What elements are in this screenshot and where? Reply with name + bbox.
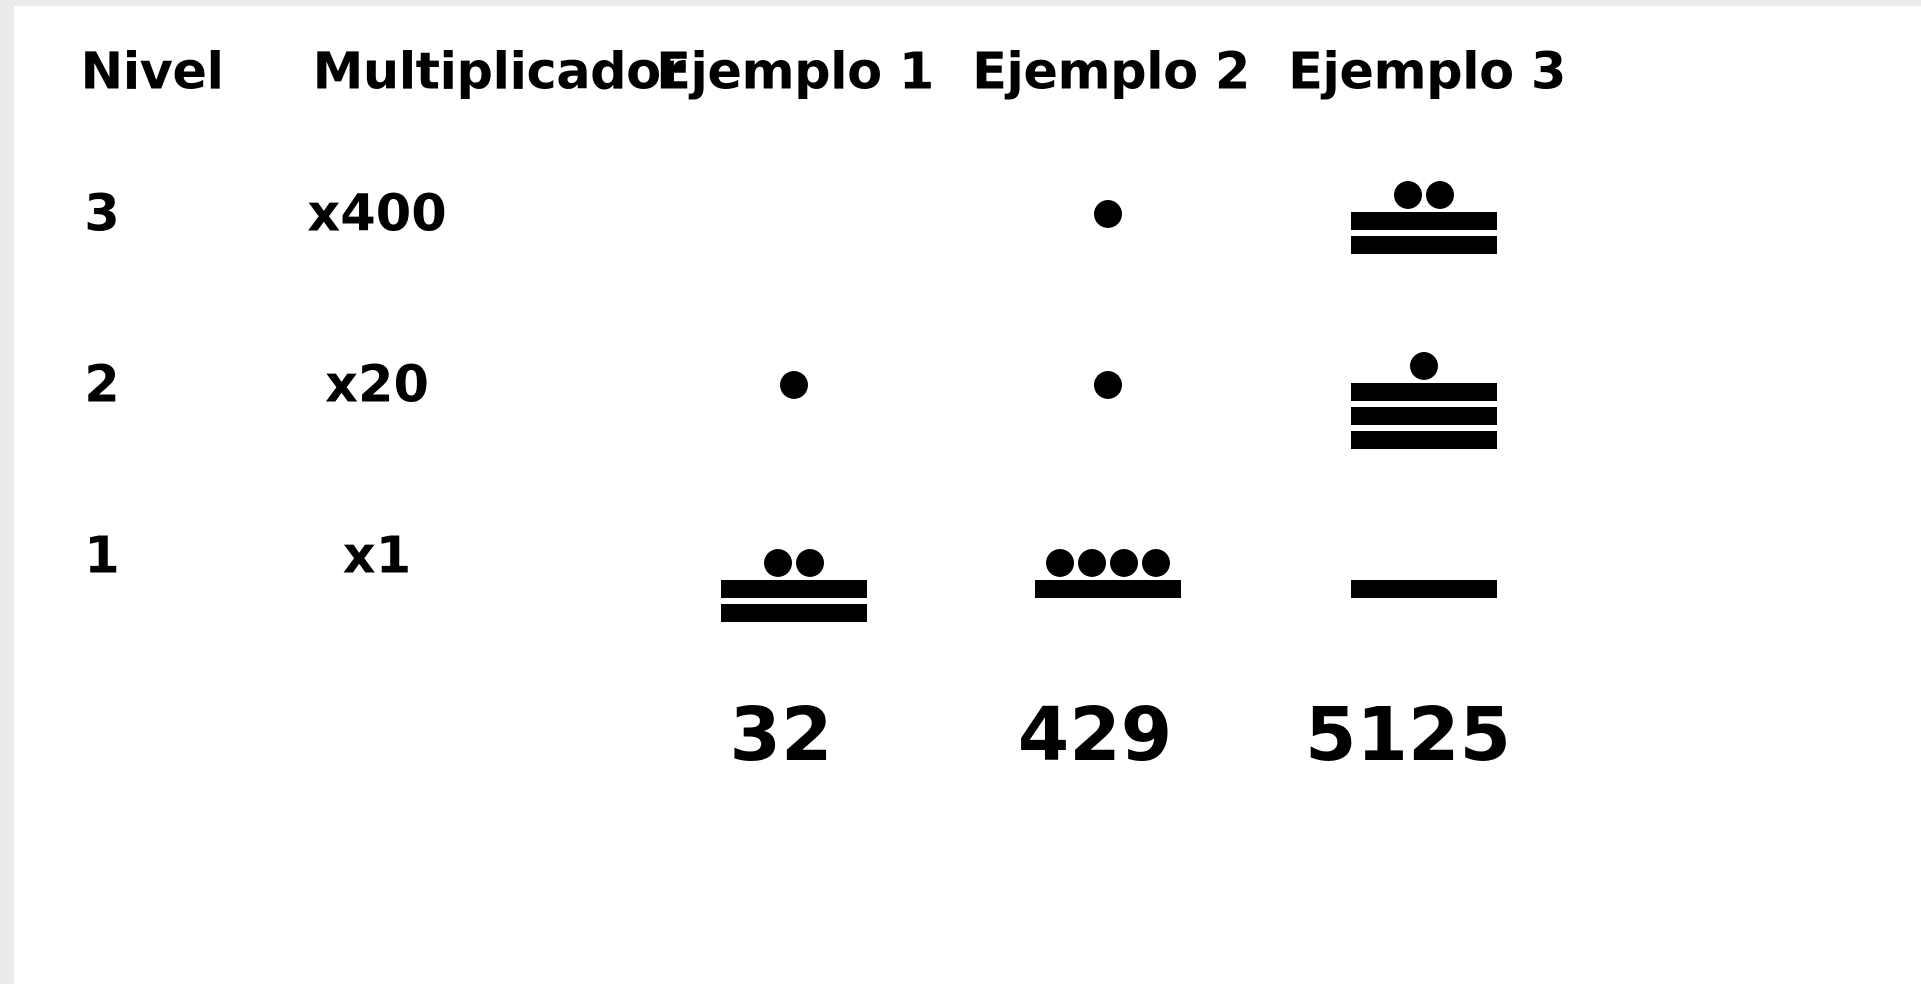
numeral-bar (721, 604, 867, 622)
numeral-bar (1351, 580, 1497, 598)
numeral-dot (780, 371, 808, 399)
header-multiplier: Multiplicador (312, 42, 686, 102)
numeral-dot (1142, 549, 1170, 577)
maya-numeral-table: Nivel Multiplicador Ejemplo 1 Ejemplo 2 … (14, 6, 1921, 984)
numeral-dot (1410, 352, 1438, 380)
numeral-bar (1351, 431, 1497, 449)
example-total: 429 (1017, 692, 1173, 778)
numeral-bar (1351, 383, 1497, 401)
level-value: 2 (84, 355, 120, 415)
numeral-dot (764, 549, 792, 577)
example-total: 32 (729, 692, 833, 778)
numeral-dot (1094, 200, 1122, 228)
numeral-dot (1078, 549, 1106, 577)
numeral-bar (1351, 212, 1497, 230)
example-total: 5125 (1305, 692, 1511, 778)
numeral-dot (796, 549, 824, 577)
header-example-1: Ejemplo 1 (656, 42, 934, 102)
numeral-bar (1035, 580, 1181, 598)
numeral-dot (1094, 371, 1122, 399)
numeral-dot (1046, 549, 1074, 577)
numeral-bar (1351, 407, 1497, 425)
header-example-3: Ejemplo 3 (1288, 42, 1566, 102)
numeral-bar (721, 580, 867, 598)
level-value: 1 (84, 526, 120, 586)
header-example-2: Ejemplo 2 (972, 42, 1250, 102)
multiplier-value: x20 (325, 355, 429, 415)
numeral-dot (1110, 549, 1138, 577)
level-value: 3 (84, 184, 120, 244)
numeral-dot (1394, 181, 1422, 209)
numeral-bar (1351, 236, 1497, 254)
multiplier-value: x1 (342, 526, 412, 586)
multiplier-value: x400 (307, 184, 447, 244)
header-level: Nivel (80, 42, 224, 102)
numeral-dot (1426, 181, 1454, 209)
